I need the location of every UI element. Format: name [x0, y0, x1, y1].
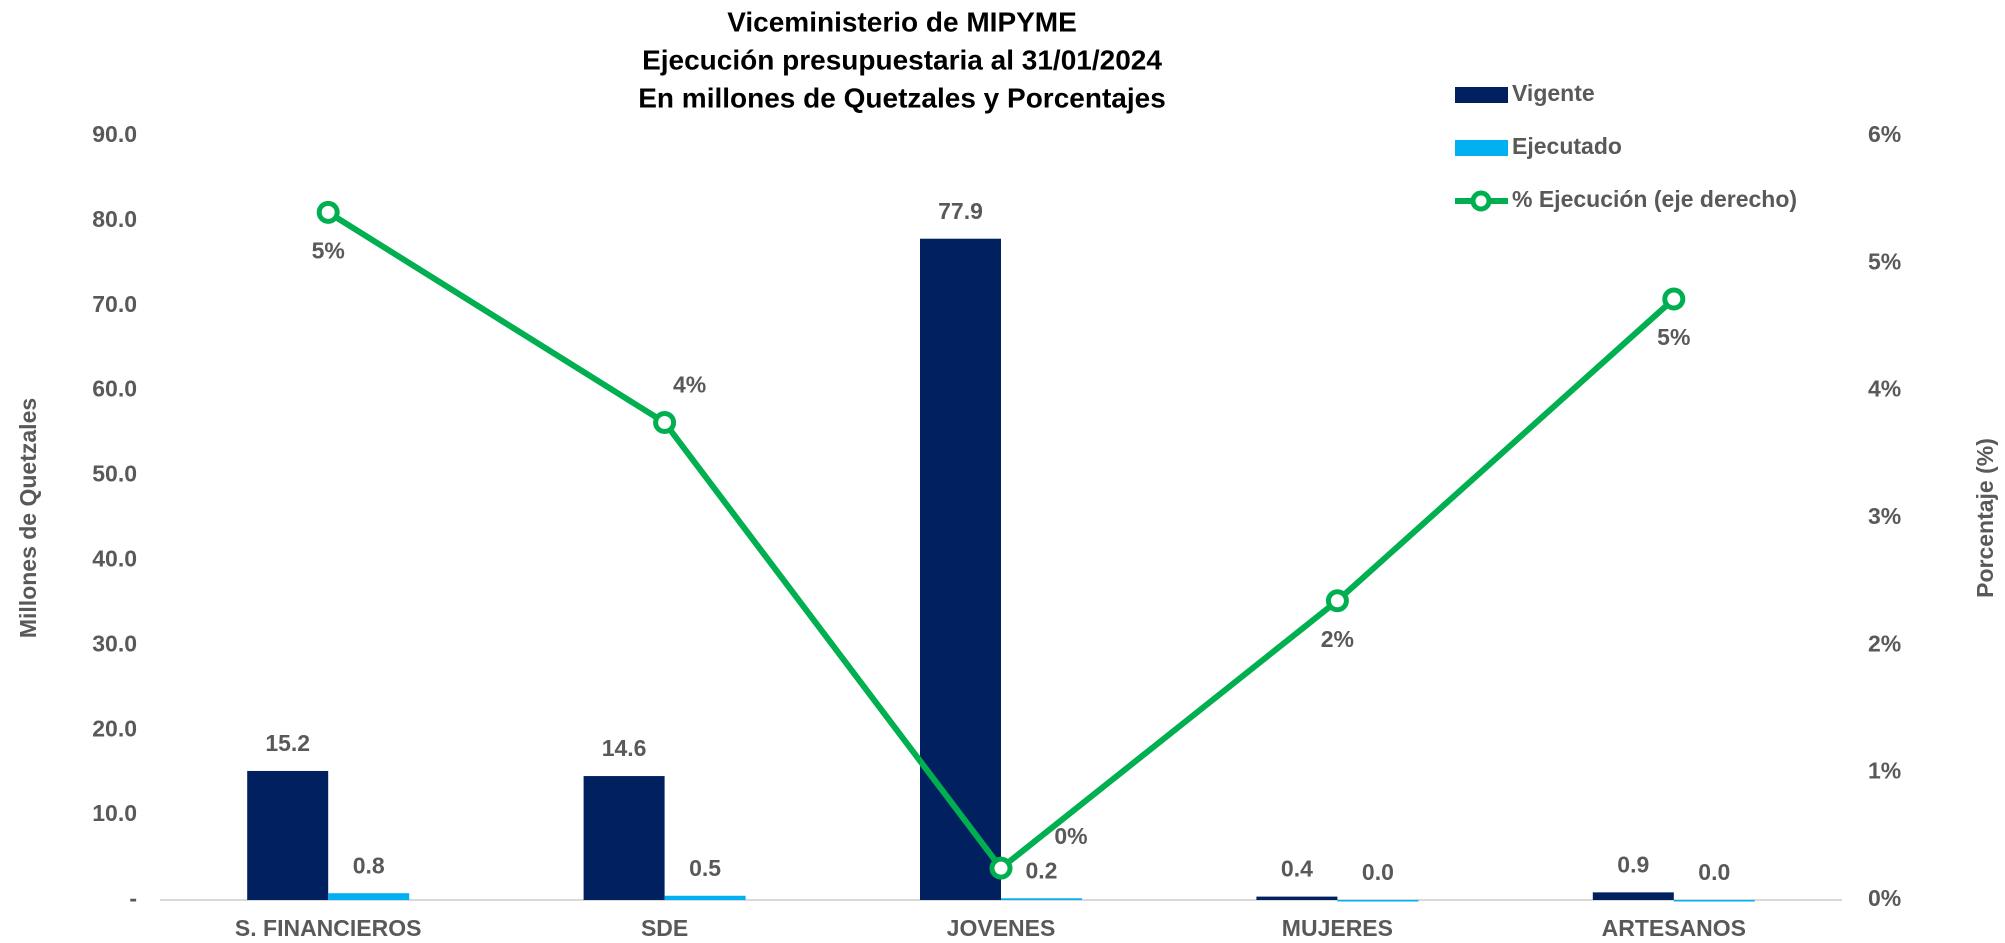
y-tick-label: 70.0	[92, 291, 137, 317]
y2-tick-label: 1%	[1868, 758, 1901, 784]
line-label: 5%	[1657, 324, 1690, 350]
y-tick-label: 30.0	[92, 630, 137, 656]
x-tick-label: JOVENES	[947, 915, 1056, 941]
y2-tick-label: 4%	[1868, 376, 1901, 402]
y-tick-label: 40.0	[92, 546, 137, 572]
line	[326, 209, 1676, 873]
legend-swatch	[1455, 87, 1508, 103]
y2-tick-label: 2%	[1868, 630, 1901, 656]
x-tick-label: S. FINANCIEROS	[235, 915, 422, 941]
bar-label: 0.4	[1281, 856, 1313, 882]
y2-tick-label: 0%	[1868, 885, 1901, 911]
y-tick-label: 80.0	[92, 206, 137, 232]
x-tick-label: MUJERES	[1282, 915, 1393, 941]
bar	[920, 238, 1001, 900]
bar-label: 0.2	[1026, 857, 1058, 883]
legend-label: % Ejecución (eje derecho)	[1512, 186, 1797, 212]
bar-label: 0.5	[689, 855, 721, 881]
y-tick-label: 50.0	[92, 461, 137, 487]
bar-label: 0.0	[1362, 859, 1394, 885]
y-tick-label: 10.0	[92, 800, 137, 826]
bar	[1256, 896, 1338, 900]
legend-label: Ejecutado	[1512, 133, 1622, 159]
x-tick-label: ARTESANOS	[1602, 915, 1746, 941]
chart-title: En millones de Quetzales y Porcentajes	[638, 82, 1166, 113]
line-marker	[316, 200, 340, 224]
y2-tick-label: 6%	[1868, 121, 1901, 147]
y-tick-label: -	[129, 885, 137, 911]
y-axis-title: Millones de Quetzales	[15, 398, 41, 638]
bar	[664, 895, 746, 900]
bar	[247, 770, 329, 900]
line-label: 2%	[1321, 626, 1354, 652]
legend-label: Vigente	[1512, 80, 1595, 106]
legend-swatch	[1455, 140, 1508, 156]
y2-tick-label: 3%	[1868, 503, 1901, 529]
chart-title: Viceministerio de MIPYME	[727, 6, 1077, 37]
line-label: 5%	[312, 237, 345, 263]
bar-label: 0.8	[353, 852, 385, 878]
bar-label: 0.9	[1617, 851, 1649, 877]
line-marker	[1662, 287, 1686, 311]
y2-tick-label: 5%	[1868, 248, 1901, 274]
y-tick-label: 20.0	[92, 715, 137, 741]
bar-label: 14.6	[602, 735, 647, 761]
line-marker	[989, 856, 1013, 880]
bar-label: 0.0	[1698, 859, 1730, 885]
y-tick-label: 90.0	[92, 121, 137, 147]
bar	[1592, 892, 1674, 900]
chart-title: Ejecución presupuestaria al 31/01/2024	[642, 44, 1162, 75]
y2-axis-title: Porcentaje (%)	[1972, 438, 1998, 598]
line-label: 4%	[673, 372, 706, 398]
bar	[583, 776, 665, 900]
y-tick-label: 60.0	[92, 376, 137, 402]
bar-label: 15.2	[265, 730, 310, 756]
bar	[1001, 898, 1082, 900]
bar	[1337, 900, 1419, 902]
line-label: 0%	[1054, 823, 1087, 849]
bar	[328, 893, 410, 900]
legend-swatch	[1470, 190, 1492, 212]
line-marker	[1325, 589, 1349, 613]
x-tick-label: SDE	[641, 915, 688, 941]
bar	[1673, 900, 1755, 902]
line-marker	[653, 411, 677, 434]
bar-label: 77.9	[938, 198, 983, 224]
